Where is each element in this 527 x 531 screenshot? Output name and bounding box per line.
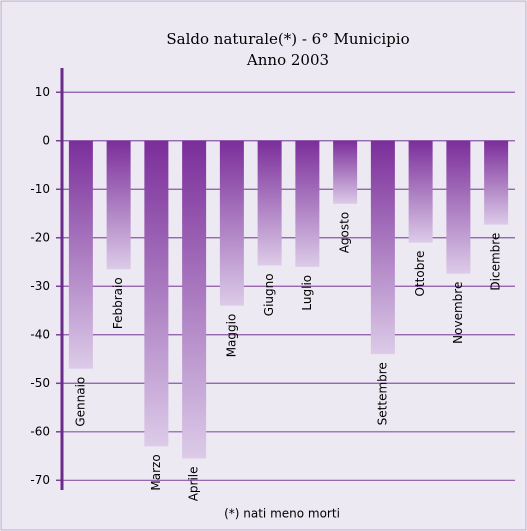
bar xyxy=(370,140,395,355)
x-tick-label: Dicembre xyxy=(489,233,503,291)
bar xyxy=(182,140,207,459)
footnote: (*) nati meno morti xyxy=(224,507,340,521)
y-tick-label: -70 xyxy=(30,473,50,487)
x-tick-label: Giugno xyxy=(262,273,276,316)
x-tick-label: Marzo xyxy=(149,454,163,490)
y-tick-label: -20 xyxy=(30,230,50,244)
bar xyxy=(446,140,471,274)
x-tick-label: Gennaio xyxy=(73,377,87,427)
x-tick-label: Novembre xyxy=(451,282,465,344)
bar xyxy=(68,140,93,369)
y-tick-label: 0 xyxy=(42,133,50,147)
chart-title: Saldo naturale(*) - 6° Municipio xyxy=(166,30,409,48)
y-tick-label: -40 xyxy=(30,327,50,341)
bar xyxy=(106,140,131,270)
y-tick-label: -30 xyxy=(30,279,50,293)
bar xyxy=(257,140,282,266)
bar xyxy=(408,140,433,243)
chart-subtitle: Anno 2003 xyxy=(246,51,329,69)
x-tick-label: Aprile xyxy=(187,466,201,501)
y-tick-label: -60 xyxy=(30,424,50,438)
bar xyxy=(484,140,509,225)
x-tick-label: Settembre xyxy=(375,362,389,425)
x-tick-label: Febbraio xyxy=(111,277,125,329)
bar xyxy=(219,140,244,306)
y-tick-label: -50 xyxy=(30,376,50,390)
x-tick-label: Luglio xyxy=(300,275,314,311)
bar xyxy=(295,140,320,267)
y-tick-label: 10 xyxy=(35,85,50,99)
bar xyxy=(333,140,358,204)
x-tick-label: Ottobre xyxy=(413,251,427,297)
bar xyxy=(144,140,169,447)
x-tick-label: Maggio xyxy=(224,314,238,358)
y-tick-label: -10 xyxy=(30,182,50,196)
x-tick-label: Agosto xyxy=(338,212,352,253)
